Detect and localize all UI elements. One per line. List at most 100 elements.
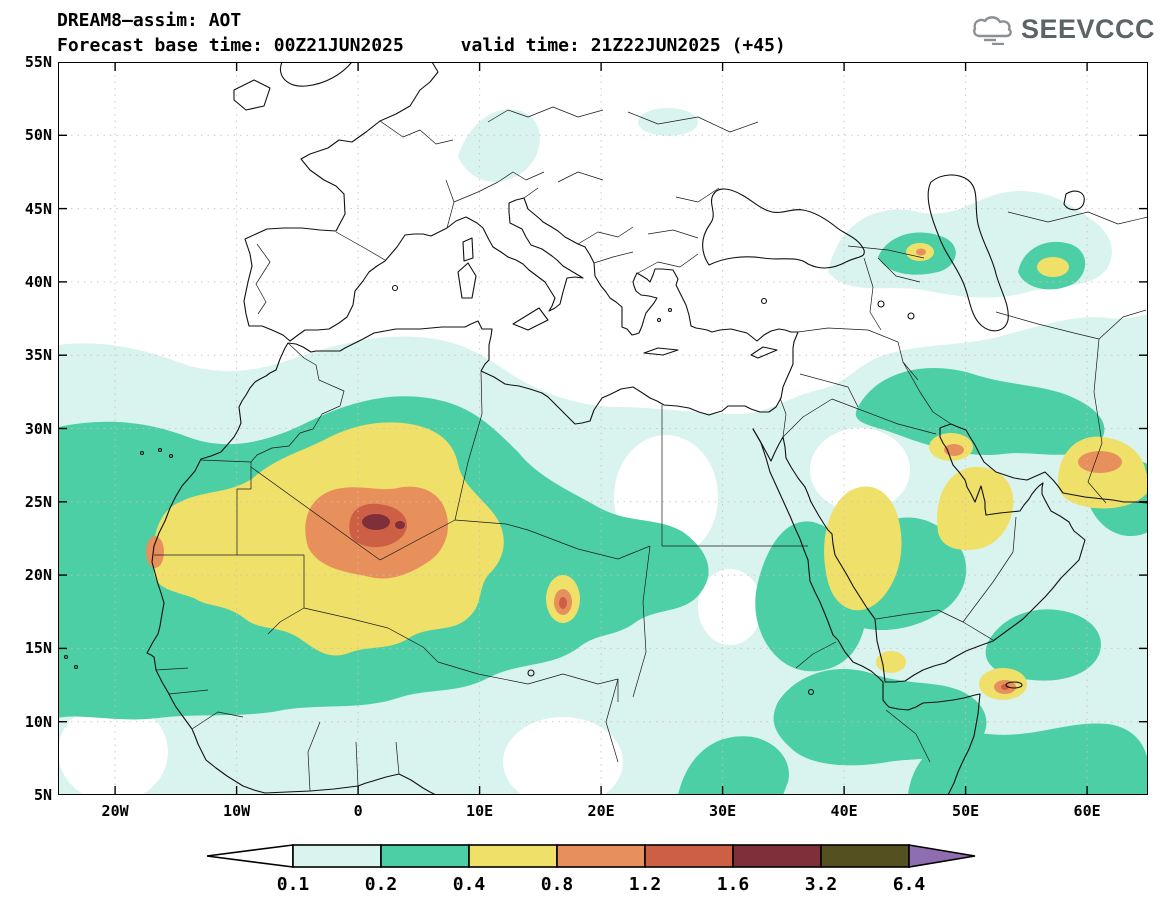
island-cyprus <box>750 346 778 359</box>
valid-time-value: 21Z22JUN2025 (+45) <box>590 35 786 56</box>
forecast-base-label: Forecast base time: <box>57 35 263 56</box>
lat-label-55N: 55N <box>24 53 52 71</box>
lon-label-60E: 60E <box>1073 802 1101 820</box>
lat-label-45N: 45N <box>24 199 52 218</box>
island-aegean-2 <box>667 307 673 313</box>
lat-label-20N: 20N <box>24 566 52 585</box>
island-sardinia <box>457 262 477 299</box>
aot-region-socotra-red <box>1001 684 1009 690</box>
colorbar-segment-2 <box>468 844 558 868</box>
lon-label-20E: 20E <box>587 802 615 820</box>
aot-hole-bottom-center <box>503 717 623 795</box>
colorbar-label-6.4: 6.4 <box>892 874 926 895</box>
aot-region-bodele-red <box>559 597 567 609</box>
coast-redsea-west-horn <box>752 428 981 795</box>
island-socotra <box>1005 681 1023 689</box>
island-capeverde-2 <box>73 664 79 670</box>
lon-label-10W: 10W <box>223 802 251 820</box>
lon-label-50E: 50E <box>952 802 980 820</box>
colorbar-segment-5 <box>732 844 822 868</box>
aot-region-caucasus-orange <box>916 248 926 256</box>
lat-label-50N: 50N <box>24 126 52 145</box>
lat-label-25N: 25N <box>24 492 52 511</box>
aot-region-se-corner <box>908 723 1148 795</box>
seevccc-logo: SEEVCCC <box>970 14 1155 45</box>
colorbar-segment-0 <box>292 844 382 868</box>
lat-label-40N: 40N <box>24 272 52 291</box>
coast-black-sea <box>702 188 865 269</box>
colorbar-label-1.2: 1.2 <box>628 874 662 895</box>
aot-region-makran-orange <box>1078 451 1122 473</box>
coast-britain <box>280 62 353 87</box>
aot-region-sahara-maroon-2 <box>395 521 405 529</box>
island-capeverde-1 <box>63 654 69 660</box>
lake-van <box>877 300 885 308</box>
aot-hole-bottom-left <box>58 702 168 795</box>
colorbar-label-3.2: 3.2 <box>804 874 838 895</box>
map-area <box>58 62 1148 795</box>
lake-tuz <box>760 297 768 305</box>
coastlines <box>63 62 1148 795</box>
aot-hole-north-saudi <box>810 428 910 512</box>
colorbar <box>206 844 976 868</box>
lon-label-20W: 20W <box>101 802 129 820</box>
island-mallorca <box>391 284 399 292</box>
axis-ticks <box>58 62 1148 795</box>
logo-text: SEEVCCC <box>1020 14 1155 44</box>
valid-time-label: valid time: <box>460 35 580 56</box>
lon-label-40E: 40E <box>830 802 858 820</box>
coast-aral <box>1063 190 1085 211</box>
lake-chad <box>527 669 535 677</box>
aot-fill-level-1.6 <box>362 514 405 530</box>
plot-header: DREAM8—assim: AOT Forecast base time: 00… <box>57 8 786 58</box>
colorbar-label-1.6: 1.6 <box>716 874 750 895</box>
lon-label-30E: 30E <box>709 802 737 820</box>
lake-urmia <box>907 312 915 320</box>
lat-label-35N: 35N <box>24 346 52 365</box>
aot-region-turkmen-yellow <box>1037 257 1069 277</box>
plot-subtitle: Forecast base time: 00Z21JUN2025 valid t… <box>57 33 786 58</box>
lon-label-10E: 10E <box>466 802 494 820</box>
coast-caspian-sea <box>927 174 1009 332</box>
aot-region-ethiopia-horn <box>773 669 987 766</box>
colorbar-label-0.4: 0.4 <box>452 874 486 895</box>
island-sicily <box>512 307 549 331</box>
colorbar-segment-6 <box>820 844 910 868</box>
colorbar-left-arrow <box>206 844 294 868</box>
lon-label-0: 0 <box>353 802 363 820</box>
colorbar-segment-4 <box>644 844 734 868</box>
island-canary-1 <box>168 453 174 459</box>
aot-region-iraq-iran <box>855 367 1105 456</box>
lat-label-15N: 15N <box>24 639 52 658</box>
colorbar-segment-3 <box>556 844 646 868</box>
coast-ireland <box>233 79 271 111</box>
island-canary-3 <box>139 450 145 456</box>
lat-label-30N: 30N <box>24 419 52 438</box>
island-crete <box>643 347 679 356</box>
colorbar-label-0.8: 0.8 <box>540 874 574 895</box>
colorbar-segment-1 <box>380 844 470 868</box>
colorbar-right-arrow <box>908 844 976 868</box>
colorbar-label-0.1: 0.1 <box>276 874 310 895</box>
coast-europe <box>243 62 799 342</box>
plot-title: DREAM8—assim: AOT <box>57 10 242 31</box>
lake-tana <box>807 688 815 696</box>
island-aegean-1 <box>656 317 662 323</box>
aot-region-europe-patch-1 <box>458 109 540 182</box>
aot-hole-sudan <box>698 569 762 645</box>
country-borders <box>154 106 1148 792</box>
coast-arabia-iran <box>752 423 1148 683</box>
aot-region-west-arabia-yellow <box>824 486 902 611</box>
cloud-icon <box>973 15 1012 45</box>
lat-label-10N: 10N <box>24 712 52 731</box>
coast-africa-west <box>146 320 799 795</box>
island-corsica <box>462 237 474 262</box>
forecast-base-value: 00Z21JUN2025 <box>273 35 404 56</box>
map-svg <box>58 62 1148 795</box>
aot-region-south-sudan <box>678 736 789 795</box>
aot-region-sahara-maroon <box>362 514 390 530</box>
aot-region-oman <box>985 609 1101 681</box>
colorbar-label-0.2: 0.2 <box>364 874 398 895</box>
island-canary-2 <box>157 447 163 453</box>
